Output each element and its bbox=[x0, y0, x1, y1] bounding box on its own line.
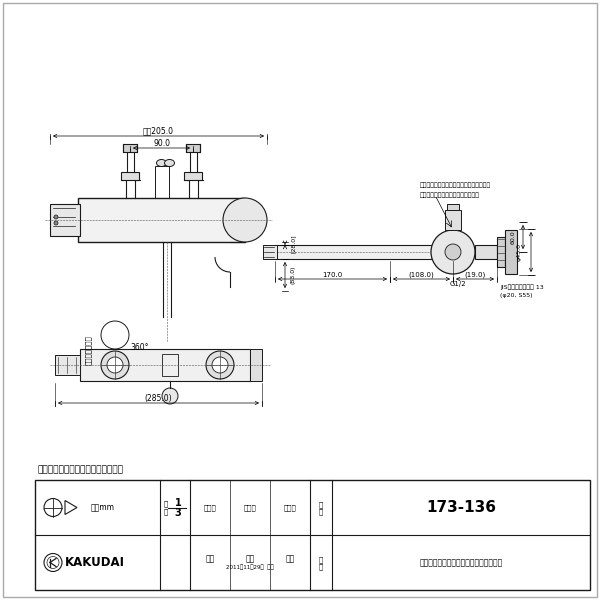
Bar bbox=[78, 198, 245, 242]
Polygon shape bbox=[275, 247, 293, 257]
Text: 度: 度 bbox=[164, 508, 168, 515]
Text: 最大205.0: 最大205.0 bbox=[143, 127, 174, 136]
Text: サーモスタットシャワ混合栓（逆配管）: サーモスタットシャワ混合栓（逆配管） bbox=[419, 558, 503, 567]
Text: (φ20, S55): (φ20, S55) bbox=[500, 292, 533, 298]
Circle shape bbox=[445, 244, 461, 260]
Bar bbox=[447, 204, 459, 210]
Text: 2011年11月29日  作成: 2011年11月29日 作成 bbox=[226, 565, 274, 570]
Polygon shape bbox=[65, 500, 77, 514]
Circle shape bbox=[54, 215, 58, 219]
Bar bbox=[80, 349, 250, 381]
Bar bbox=[497, 237, 505, 267]
Text: 製　図: 製 図 bbox=[203, 504, 217, 511]
Bar bbox=[162, 354, 178, 376]
Text: 注：（）内寸法は参考寸法である。: 注：（）内寸法は参考寸法である。 bbox=[37, 466, 123, 475]
Bar bbox=[155, 166, 169, 198]
Bar bbox=[186, 144, 200, 152]
Text: G1/2: G1/2 bbox=[449, 281, 466, 287]
Bar bbox=[121, 172, 139, 180]
Text: 尺: 尺 bbox=[164, 500, 168, 507]
Text: 品: 品 bbox=[319, 556, 323, 563]
Text: 170.0: 170.0 bbox=[322, 272, 343, 278]
Text: 前川: 前川 bbox=[205, 554, 215, 563]
Text: 検　図: 検 図 bbox=[244, 504, 256, 511]
Ellipse shape bbox=[157, 160, 167, 166]
Bar bbox=[35, 480, 590, 590]
Text: KAKUDAI: KAKUDAI bbox=[65, 556, 125, 569]
Bar bbox=[123, 144, 137, 152]
Text: 中本: 中本 bbox=[245, 554, 254, 563]
Text: 単位mm: 単位mm bbox=[91, 503, 115, 512]
Circle shape bbox=[162, 388, 178, 404]
Bar bbox=[475, 245, 497, 259]
Bar bbox=[263, 245, 277, 259]
Circle shape bbox=[107, 357, 123, 373]
Text: 名: 名 bbox=[319, 563, 323, 570]
Text: 大西: 大西 bbox=[286, 554, 295, 563]
Bar bbox=[55, 355, 80, 375]
Text: φ45.0: φ45.0 bbox=[517, 243, 521, 261]
Text: JIS給水栓取付ねじ 13: JIS給水栓取付ねじ 13 bbox=[500, 284, 544, 290]
Bar bbox=[50, 204, 80, 236]
Text: (83.0): (83.0) bbox=[290, 266, 296, 284]
Circle shape bbox=[54, 221, 58, 225]
Text: (108.0): (108.0) bbox=[409, 272, 434, 278]
Circle shape bbox=[212, 357, 228, 373]
Text: 90.0: 90.0 bbox=[153, 139, 170, 148]
Bar bbox=[275, 245, 435, 259]
Circle shape bbox=[223, 198, 267, 242]
Circle shape bbox=[206, 351, 234, 379]
Circle shape bbox=[431, 230, 475, 274]
Bar bbox=[505, 230, 517, 274]
Circle shape bbox=[101, 351, 129, 379]
Text: 173-136: 173-136 bbox=[426, 500, 496, 515]
Text: 番: 番 bbox=[319, 508, 323, 515]
Text: 3: 3 bbox=[175, 509, 181, 518]
Text: 品: 品 bbox=[319, 501, 323, 508]
Text: 1: 1 bbox=[175, 497, 181, 508]
Text: 60.0: 60.0 bbox=[511, 230, 515, 244]
Bar bbox=[445, 210, 461, 230]
Ellipse shape bbox=[164, 160, 175, 166]
Text: 吐水口回転角度: 吐水口回転角度 bbox=[85, 335, 91, 365]
Bar bbox=[184, 172, 202, 180]
Text: 360°: 360° bbox=[131, 343, 149, 352]
Text: （シャフセットは添付図面参照。）: （シャフセットは添付図面参照。） bbox=[420, 192, 480, 198]
Bar bbox=[250, 349, 262, 381]
Text: この部分にシャワセットを取り付けます。: この部分にシャワセットを取り付けます。 bbox=[420, 182, 491, 188]
Text: (285.0): (285.0) bbox=[145, 394, 172, 403]
Text: 承　認: 承 認 bbox=[284, 504, 296, 511]
Text: (19.0): (19.0) bbox=[464, 272, 485, 278]
Text: [28.0]: [28.0] bbox=[290, 234, 296, 253]
